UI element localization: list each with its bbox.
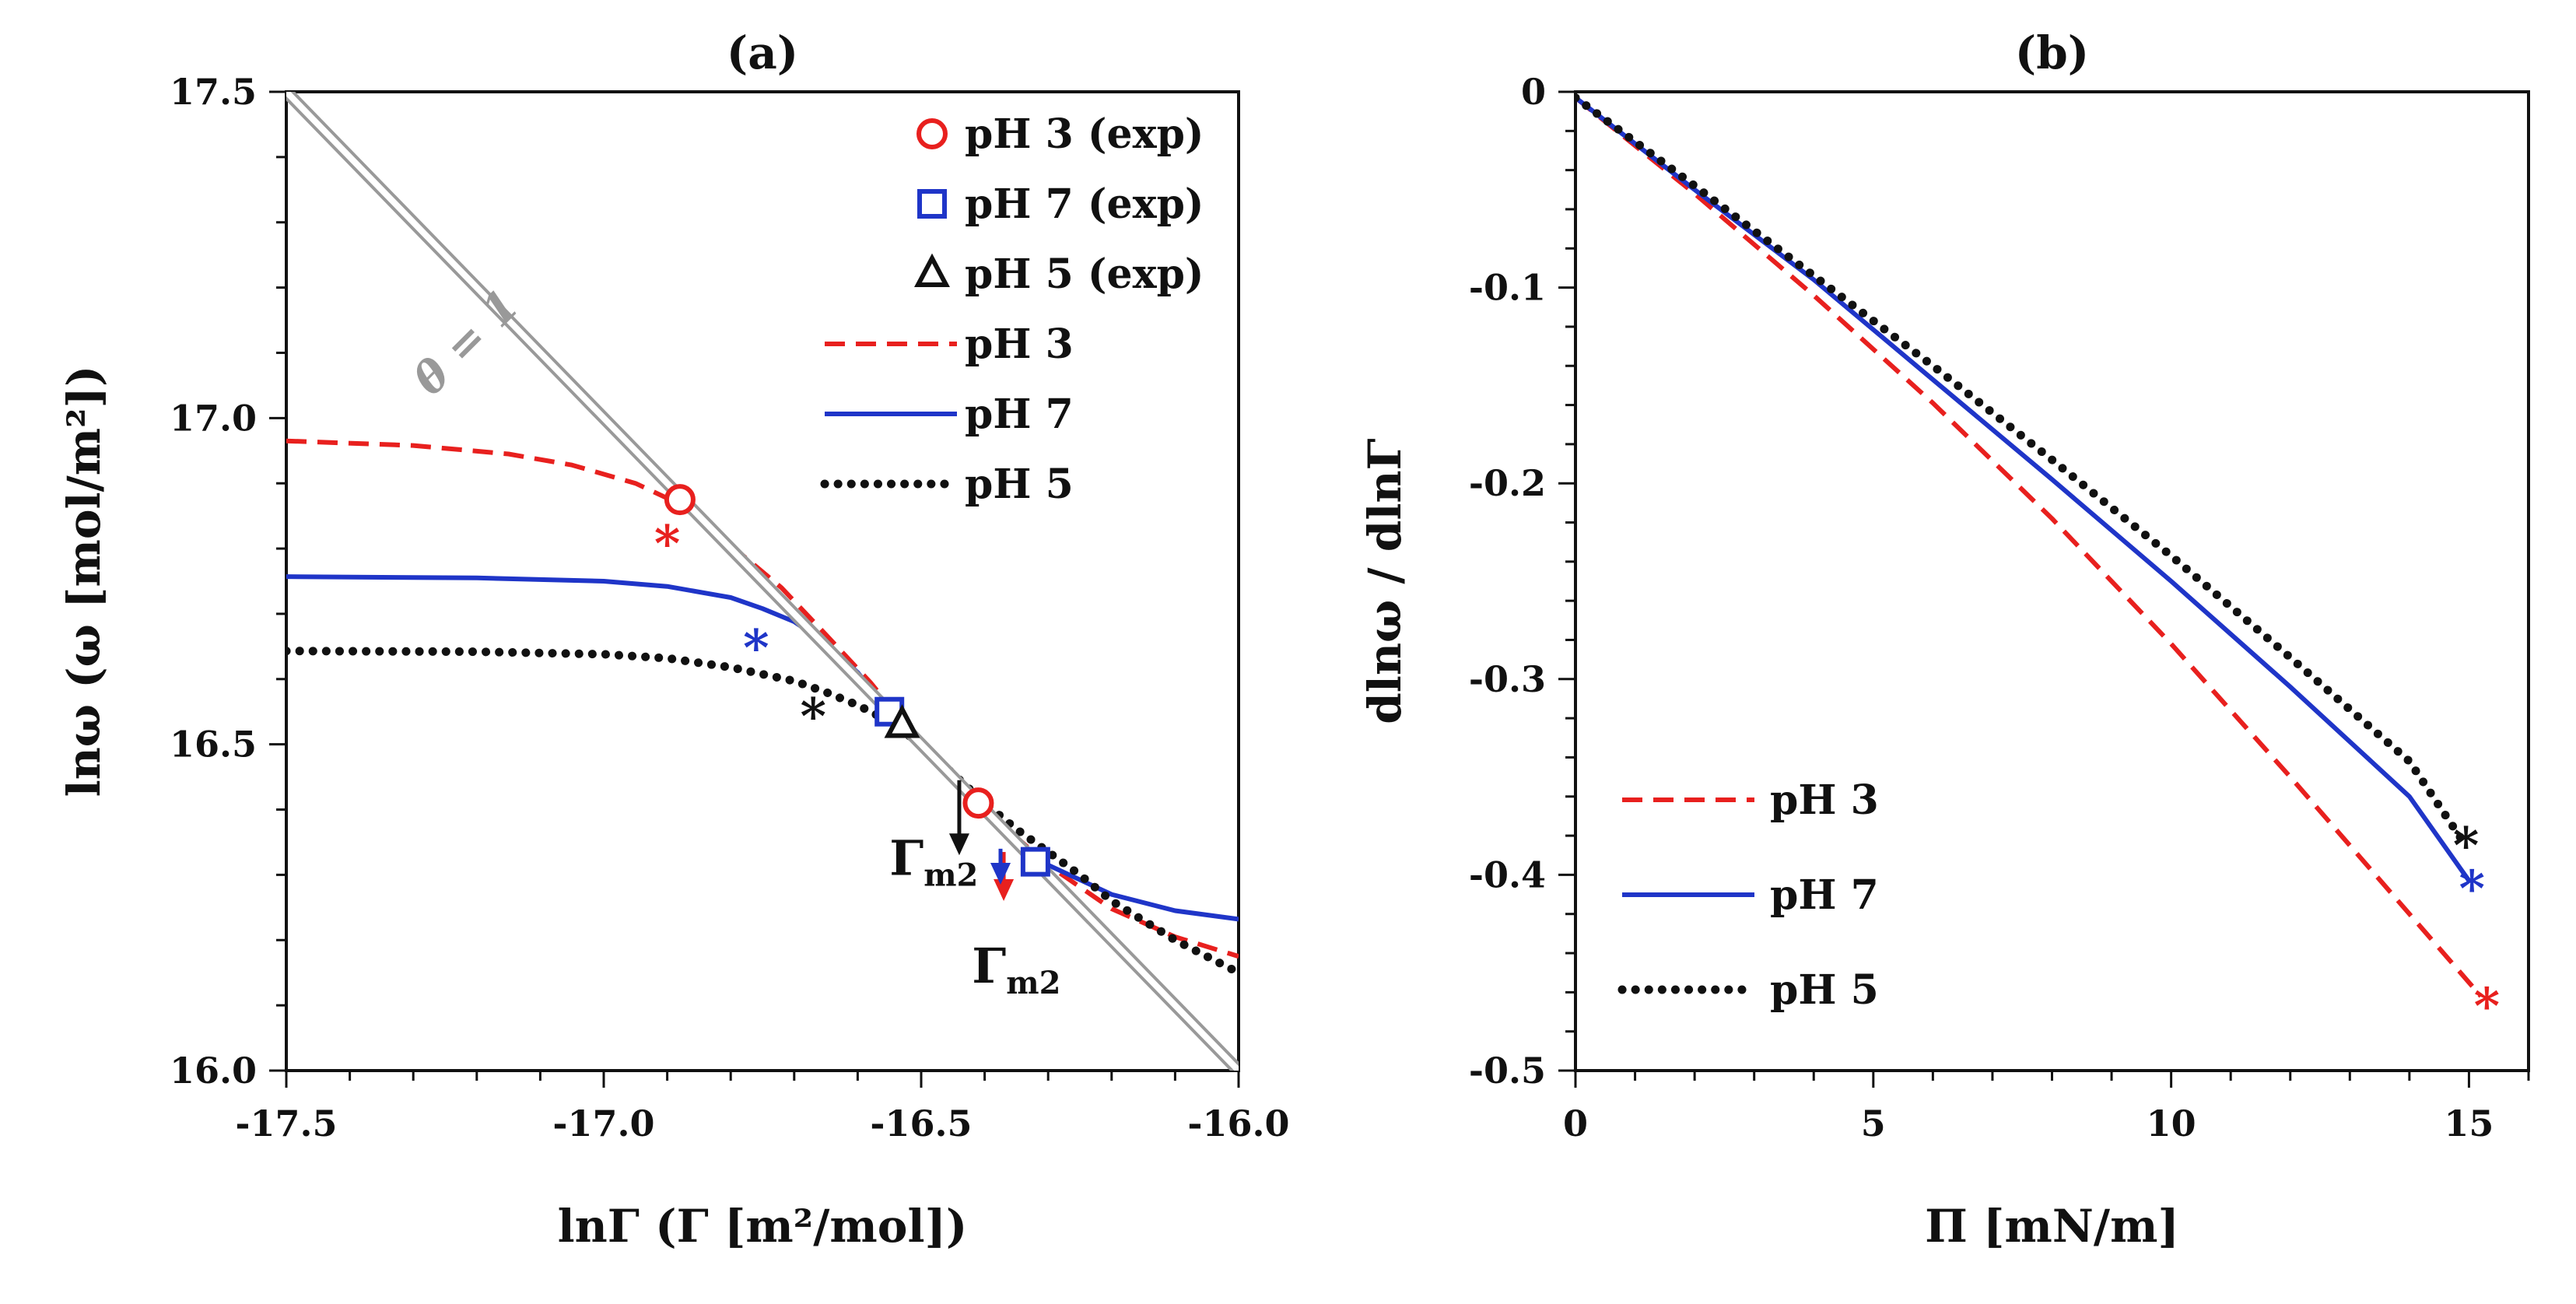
legend-entry: pH 7 (825, 391, 1074, 438)
gamma-m2-label-1: Γm2 (889, 829, 978, 893)
series-group (286, 92, 1239, 1071)
y-axis-label: dlnω / dlnΓ (1358, 438, 1411, 724)
x-tick-label: 0 (1563, 1102, 1588, 1145)
star-mark: * (2459, 860, 2485, 918)
series-line-ph-5 (1575, 93, 2468, 847)
gamma-m2-label-2: Γm2 (972, 938, 1060, 1001)
legend-label: pH 3 (965, 321, 1074, 368)
y-axis-label: lnω (ω [mol/m²]) (58, 366, 110, 797)
y-tick-label: 16.0 (170, 1050, 257, 1092)
panel-a: -17.5 -17.0 -16.5 -16.0 16.0 16.5 17.0 17.5 (a) l… (58, 26, 1290, 1253)
legend-label: pH 7 (1770, 871, 1879, 919)
y-tick-label: -0.2 (1469, 462, 1546, 504)
legend-entry: pH 5 (820, 461, 1074, 508)
y-tick-label: 17.5 (170, 71, 257, 113)
legend-entry: pH 5 (exp) (914, 251, 1204, 298)
series-line-ph-3 (286, 438, 1239, 959)
legend-label: pH 5 (exp) (965, 251, 1204, 298)
legend-entry: pH 3 (exp) (916, 110, 1204, 158)
chart-title: (b) (2015, 26, 2089, 79)
exp-point-circle (962, 787, 994, 819)
legend-label: pH 7 (965, 391, 1074, 438)
chart-title: (a) (727, 26, 798, 79)
arrow-head (948, 833, 969, 856)
x-tick-label: -17.0 (552, 1102, 654, 1145)
y-tick-label: -0.5 (1469, 1050, 1546, 1092)
x-tick-label: -17.5 (235, 1102, 337, 1145)
exp-point-circle (664, 484, 696, 516)
x-tick-label: 10 (2147, 1102, 2196, 1145)
legend-marker-triangle (914, 253, 950, 287)
legend-label: pH 3 (exp) (965, 110, 1204, 158)
star-mark: * (2453, 817, 2479, 875)
series-line-ph-3 (1575, 96, 2483, 998)
star-mark: * (654, 514, 680, 573)
star-mark: * (743, 619, 769, 677)
y-tick-label: -0.4 (1469, 854, 1546, 896)
legend-label: pH 5 (1770, 966, 1879, 1014)
legend-marker-circle (916, 118, 948, 149)
exp-point-triangle (884, 704, 920, 738)
x-axis-label: Π [mN/m] (1925, 1200, 2179, 1253)
series-line-ph-5 (286, 647, 1239, 977)
y-tick-label: -0.3 (1469, 658, 1546, 700)
legend-label: pH 7 (exp) (965, 181, 1204, 228)
series-line--1-inner (286, 92, 1239, 1071)
panel-b: 0 5 10 15 0 -0.1 -0.2 -0.3 -0.4 -0.5 (b) Π [mN/m] dl… (1358, 26, 2530, 1253)
y-tick-label: -0.1 (1469, 267, 1546, 309)
x-axis-label: lnΓ (Γ [m²/mol]) (558, 1200, 968, 1253)
exp-point-square (1020, 847, 1050, 877)
legend-entry: pH 3 (825, 321, 1074, 368)
y-tick-label: 17.0 (170, 397, 257, 439)
x-tick-label: 5 (1861, 1102, 1886, 1145)
series-group (1575, 93, 2483, 998)
star-mark: * (801, 688, 826, 746)
theta-label: θ = 1 (404, 279, 529, 405)
y-tick-label: 0 (1521, 71, 1546, 113)
star-mark: * (2474, 977, 2500, 1036)
x-tick-label: -16.0 (1187, 1102, 1289, 1145)
arrow-head (990, 862, 1011, 885)
plot-frame (285, 90, 1240, 1072)
plot-frame (1574, 90, 2530, 1072)
legend: pH 3 pH 7 pH 5 (1617, 776, 1879, 1014)
x-tick-label: 15 (2444, 1102, 2494, 1145)
x-tick-label: -16.5 (870, 1102, 972, 1145)
legend-label: pH 3 (1770, 776, 1879, 824)
legend-entry: pH 7 (1622, 871, 1879, 919)
legend-marker-square (917, 189, 947, 219)
y-tick-label: 16.5 (170, 724, 257, 766)
legend-label: pH 5 (965, 461, 1074, 508)
legend-entry: pH 3 (1622, 776, 1879, 824)
legend: pH 3 (exp) pH 7 (exp) pH 5 (exp) pH 3 pH 7 pH… (820, 110, 1204, 508)
legend-entry: pH 7 (exp) (917, 181, 1204, 228)
arrow-head (994, 878, 1015, 901)
legend-entry: pH 5 (1617, 966, 1879, 1014)
